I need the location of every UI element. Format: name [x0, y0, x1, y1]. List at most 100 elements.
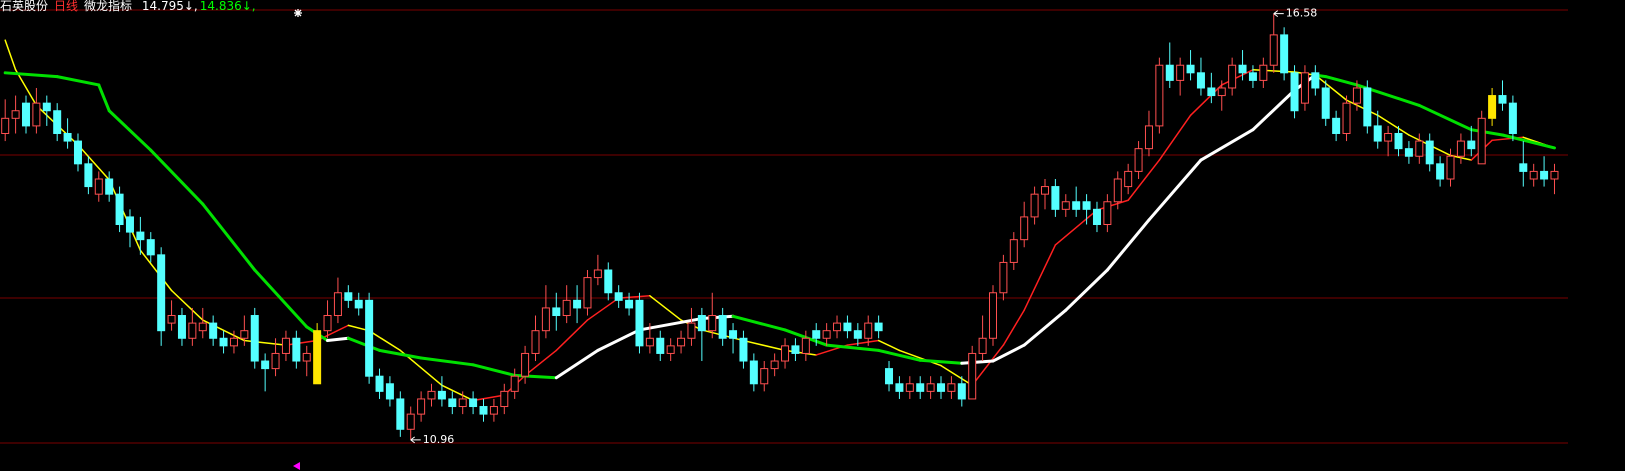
- candle-body: [427, 390, 436, 400]
- candle-body: [1384, 132, 1393, 142]
- candle-body: [11, 110, 20, 119]
- ma-segment: [991, 343, 1026, 363]
- candle-body: [333, 292, 342, 317]
- ma-segment: [586, 297, 620, 321]
- candle-body: [1352, 87, 1361, 104]
- ma-segment: [877, 339, 901, 352]
- ma-segment: [846, 339, 880, 346]
- candle-body: [562, 299, 571, 317]
- candle-body: [1456, 140, 1465, 157]
- candle-body: [1415, 140, 1424, 157]
- ma-segment: [1251, 88, 1297, 132]
- candle-body: [1259, 64, 1268, 81]
- candle-body: [573, 299, 582, 309]
- candle-body: [1176, 64, 1185, 81]
- candle-body: [105, 178, 114, 195]
- ma-segment: [898, 349, 942, 367]
- ma-segment: [441, 384, 474, 402]
- candle-body: [292, 337, 301, 362]
- ma-segment: [107, 109, 153, 152]
- candle-body: [167, 315, 176, 324]
- candle-body: [1540, 170, 1549, 180]
- ma-segment: [55, 75, 101, 87]
- candle-body: [895, 383, 904, 392]
- ma-segment: [1158, 114, 1192, 161]
- candle-body: [812, 330, 821, 339]
- ma-segment: [1376, 114, 1410, 136]
- candle-body: [1217, 87, 1226, 97]
- ma-segment: [472, 394, 506, 402]
- ma-segment: [617, 295, 651, 299]
- candle-body: [677, 337, 686, 347]
- candle-body: [84, 163, 93, 188]
- candle-body: [1186, 64, 1195, 74]
- candle-body: [1092, 208, 1101, 226]
- candle-body: [323, 315, 332, 332]
- candle-body: [822, 330, 831, 339]
- candle-body: [697, 315, 706, 332]
- ma-segment: [1054, 209, 1098, 246]
- ma-segment: [471, 363, 517, 377]
- candle-body: [354, 299, 363, 309]
- candle-body: [115, 193, 124, 226]
- ma-segment: [3, 71, 59, 79]
- candle-body: [708, 315, 717, 332]
- ma-segment: [149, 148, 205, 206]
- candle-body: [1248, 72, 1257, 81]
- ma-segment: [784, 349, 817, 356]
- ma-segment: [368, 329, 402, 352]
- candle-body: [1238, 64, 1247, 74]
- candle-body: [375, 375, 384, 392]
- candle-body: [1488, 95, 1497, 119]
- ma-segment: [877, 348, 922, 362]
- candle-body: [947, 383, 956, 392]
- candle-body: [209, 322, 218, 339]
- candle-body: [801, 337, 810, 354]
- ma-segment: [1469, 128, 1504, 137]
- candle-body: [635, 299, 644, 347]
- candle-body: [1332, 117, 1341, 134]
- candle-body: [365, 299, 374, 377]
- ma-segment: [253, 268, 309, 329]
- candle-body: [1040, 186, 1049, 195]
- candle-body: [916, 383, 925, 392]
- ma-segment: [1064, 268, 1109, 312]
- candle-body: [73, 140, 82, 165]
- candle-body: [32, 102, 41, 127]
- candle-body: [1030, 193, 1039, 218]
- candle-body: [905, 383, 914, 392]
- ma-segment: [554, 348, 600, 380]
- ma-segment: [596, 328, 641, 352]
- ma-segment: [649, 295, 682, 321]
- candle-body: [146, 239, 155, 256]
- candle-body: [198, 322, 207, 332]
- ma-segment: [1096, 199, 1129, 211]
- candle-body: [593, 269, 602, 279]
- candle-body: [219, 337, 228, 347]
- candle-body: [1269, 34, 1278, 66]
- candle-body: [760, 368, 769, 385]
- ma-segment: [1189, 84, 1223, 117]
- ma-segment: [97, 83, 111, 113]
- ma-segment: [940, 364, 973, 387]
- ma-segment: [378, 348, 423, 360]
- candle-body: [240, 330, 249, 339]
- candle-body: [94, 178, 103, 195]
- ma-segment: [825, 343, 881, 352]
- ma-segment: [524, 349, 558, 377]
- candle-body: [1196, 72, 1205, 89]
- candle-body: [687, 322, 696, 339]
- ma-segment: [960, 359, 995, 365]
- candle-body: [957, 383, 966, 400]
- candle-body: [1124, 170, 1133, 188]
- candle-body: [1072, 201, 1081, 210]
- candle-body: [885, 368, 894, 385]
- candle-body: [1436, 163, 1445, 180]
- candle-body: [1446, 155, 1455, 180]
- ma-segment: [1023, 244, 1057, 311]
- candle-body: [448, 398, 457, 408]
- candle-body: [1061, 201, 1070, 210]
- candle-body: [552, 307, 561, 317]
- candle-body: [864, 322, 873, 339]
